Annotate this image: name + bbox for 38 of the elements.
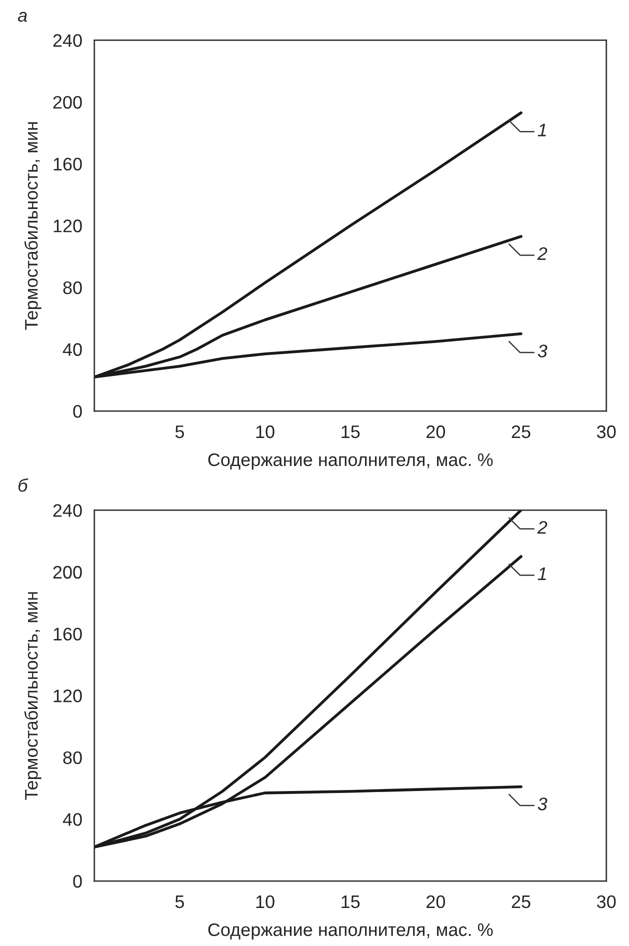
x-tick-label: 5 <box>175 896 184 908</box>
x-tick-label: 15 <box>342 426 360 438</box>
x-axis-title: Содержание наполнителя, мас. % <box>208 453 493 470</box>
y-tick-label: 0 <box>73 404 82 418</box>
y-tick-label: 160 <box>54 628 82 641</box>
y-tick-label: 200 <box>53 96 82 109</box>
y-tick-label: 120 <box>54 220 82 232</box>
y-tick-label: 0 <box>73 874 82 888</box>
y-tick-label: 80 <box>63 281 82 294</box>
x-tick-label: 10 <box>256 425 274 438</box>
y-axis-title: Термостабильность, мин <box>24 592 42 800</box>
x-axis-title: Содержание наполнителя, мас. % <box>208 923 493 940</box>
x-tick-label: 30 <box>597 425 616 438</box>
series-label: 1 <box>538 568 546 580</box>
x-tick-label: 20 <box>426 425 446 438</box>
y-tick-label: 120 <box>54 690 82 702</box>
y-tick-label: 200 <box>53 566 82 579</box>
chart-title: а <box>18 12 27 22</box>
x-tick-label: 30 <box>597 895 616 908</box>
series-label: 3 <box>538 798 548 810</box>
x-tick-label: 10 <box>256 895 274 908</box>
chart-title: б <box>18 478 28 492</box>
x-tick-label: 5 <box>175 426 184 438</box>
x-tick-label: 25 <box>512 895 530 908</box>
x-tick-label: 20 <box>426 895 446 908</box>
y-tick-label: 80 <box>63 751 82 764</box>
y-tick-label: 240 <box>53 34 82 47</box>
x-tick-label: 15 <box>342 896 360 908</box>
y-tick-label: 240 <box>53 504 82 517</box>
series-label: 1 <box>538 124 546 136</box>
y-axis-title: Термостабильность, мин <box>24 122 42 330</box>
y-tick-label: 160 <box>54 158 82 171</box>
series-label: 3 <box>538 344 548 358</box>
y-tick-label: 40 <box>62 343 82 356</box>
x-tick-label: 25 <box>512 425 530 438</box>
y-tick-label: 40 <box>62 813 82 826</box>
series-label: 2 <box>537 520 548 534</box>
series-label: 2 <box>537 247 548 260</box>
